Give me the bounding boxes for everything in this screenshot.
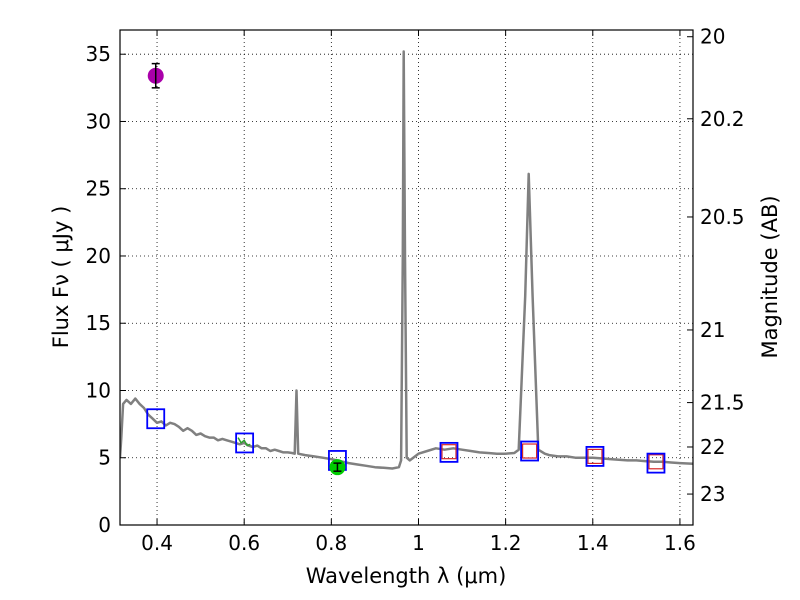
y2-tick-label: 20.5	[700, 205, 745, 229]
y-tick-label: 30	[86, 109, 111, 133]
y-tick-label: 0	[98, 513, 111, 537]
y-axis-label: Flux Fν ( μJy )	[49, 206, 73, 349]
model-photometry-marker	[235, 432, 255, 454]
model-photometry-marker	[585, 445, 605, 467]
x-tick-label: 1.2	[490, 531, 522, 555]
x-axis-label: Wavelength λ (μm)	[306, 564, 507, 588]
y-tick-label: 25	[86, 177, 111, 201]
model-photometry-marker	[520, 440, 539, 462]
observed-point-marker	[587, 448, 603, 464]
axis-ticks: 0.4 0.6 0.8 1 1.2 1.4 1.6 0 5 10 15 20 25 30 35 20 20.2 2…	[86, 25, 745, 555]
x-tick-label: 1.6	[664, 531, 696, 555]
y-tick-label: 35	[86, 42, 111, 66]
x-tick-label: 0.4	[141, 531, 173, 555]
band-curve	[237, 437, 251, 447]
y-tick-label: 10	[86, 378, 111, 402]
model-photometry-marker	[646, 452, 666, 474]
x-tick-label: 0.6	[228, 531, 260, 555]
y2-tick-label: 21.5	[700, 391, 745, 415]
observed-point-marker	[441, 444, 457, 460]
x-tick-label: 0.8	[315, 531, 347, 555]
y2-tick-label: 23	[700, 482, 725, 506]
y2-tick-label: 20	[700, 25, 725, 49]
x-tick-label: 1	[412, 531, 425, 555]
y2-tick-label: 20.2	[700, 107, 745, 131]
model-photometry-marker	[439, 441, 459, 463]
plot-series	[120, 50, 693, 476]
plot-frame	[119, 29, 694, 526]
observed-point-marker	[521, 443, 538, 459]
y2-axis-label: Magnitude (AB)	[758, 195, 782, 358]
y-tick-label: 15	[86, 311, 111, 335]
y2-tick-label: 21	[700, 318, 725, 342]
x-tick-label: 1.4	[577, 531, 609, 555]
y2-tick-label: 22	[700, 435, 725, 459]
y-tick-label: 5	[98, 446, 111, 470]
model-photometry-marker	[146, 408, 166, 430]
observed-point-marker	[648, 454, 664, 470]
y-tick-label: 20	[86, 244, 111, 268]
